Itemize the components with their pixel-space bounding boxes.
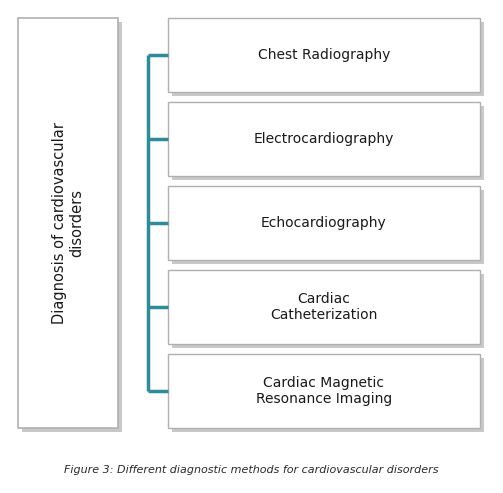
Bar	[168, 270, 480, 344]
Bar	[22, 22, 122, 432]
Bar	[172, 22, 484, 96]
Text: Diagnosis of cardiovascular
disorders: Diagnosis of cardiovascular disorders	[52, 122, 84, 324]
Text: Cardiac
Catheterization: Cardiac Catheterization	[270, 292, 378, 322]
Bar	[168, 354, 480, 428]
Bar	[18, 18, 118, 428]
Text: Cardiac Magnetic
Resonance Imaging: Cardiac Magnetic Resonance Imaging	[256, 376, 392, 406]
Bar	[168, 18, 480, 92]
Text: Chest Radiography: Chest Radiography	[258, 48, 390, 62]
Text: Echocardiography: Echocardiography	[261, 216, 387, 230]
Text: Figure 3: Different diagnostic methods for cardiovascular disorders: Figure 3: Different diagnostic methods f…	[64, 465, 439, 475]
Bar	[172, 358, 484, 432]
Bar	[172, 106, 484, 180]
Bar	[172, 274, 484, 348]
Bar	[172, 190, 484, 264]
Bar	[168, 186, 480, 260]
Bar	[168, 102, 480, 176]
Text: Electrocardiography: Electrocardiography	[254, 132, 394, 146]
